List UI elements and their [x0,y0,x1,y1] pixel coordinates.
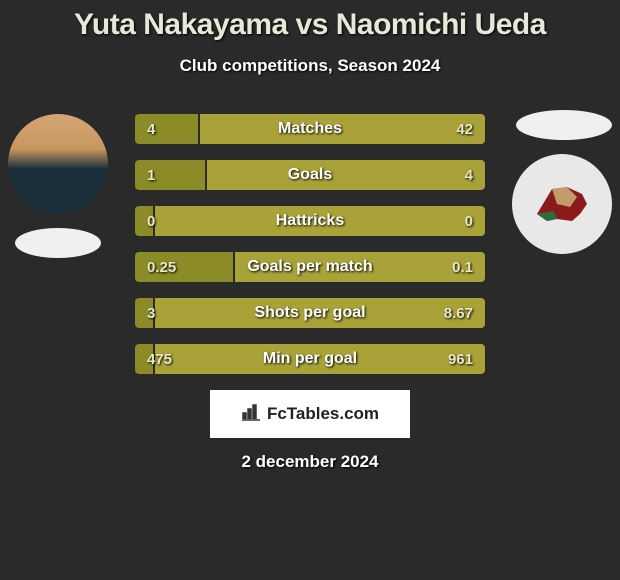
footer-badge[interactable]: FcTables.com [210,390,410,438]
stat-row: 14Goals [135,160,485,190]
flag-ellipse-right [516,110,612,140]
stat-row: 38.67Shots per goal [135,298,485,328]
player-left-block [8,114,108,258]
avatar-placeholder [8,114,108,214]
comparison-card: Yuta Nakayama vs Naomichi Ueda Club comp… [0,0,620,472]
page-title: Yuta Nakayama vs Naomichi Ueda [0,8,620,42]
stat-label: Matches [135,114,485,144]
stat-row: 475961Min per goal [135,344,485,374]
chart-icon [241,403,261,426]
stats-area: 442Matches 14Goals 00Hattricks 0.250.1Goals… [0,114,620,374]
stat-bars: 442Matches 14Goals 00Hattricks 0.250.1Goals… [135,114,485,374]
stat-label: Shots per goal [135,298,485,328]
stat-label: Goals [135,160,485,190]
flag-ellipse-left [15,228,101,258]
stat-row: 00Hattricks [135,206,485,236]
date-label: 2 december 2024 [0,452,620,472]
stat-row: 0.250.1Goals per match [135,252,485,282]
stat-label: Min per goal [135,344,485,374]
player-right-block [512,154,612,254]
stat-label: Hattricks [135,206,485,236]
subtitle: Club competitions, Season 2024 [0,56,620,76]
coyote-icon [532,179,592,229]
stat-row: 442Matches [135,114,485,144]
player-left-avatar [8,114,108,214]
player-right-team-badge [512,154,612,254]
stat-label: Goals per match [135,252,485,282]
footer-label: FcTables.com [267,404,379,424]
